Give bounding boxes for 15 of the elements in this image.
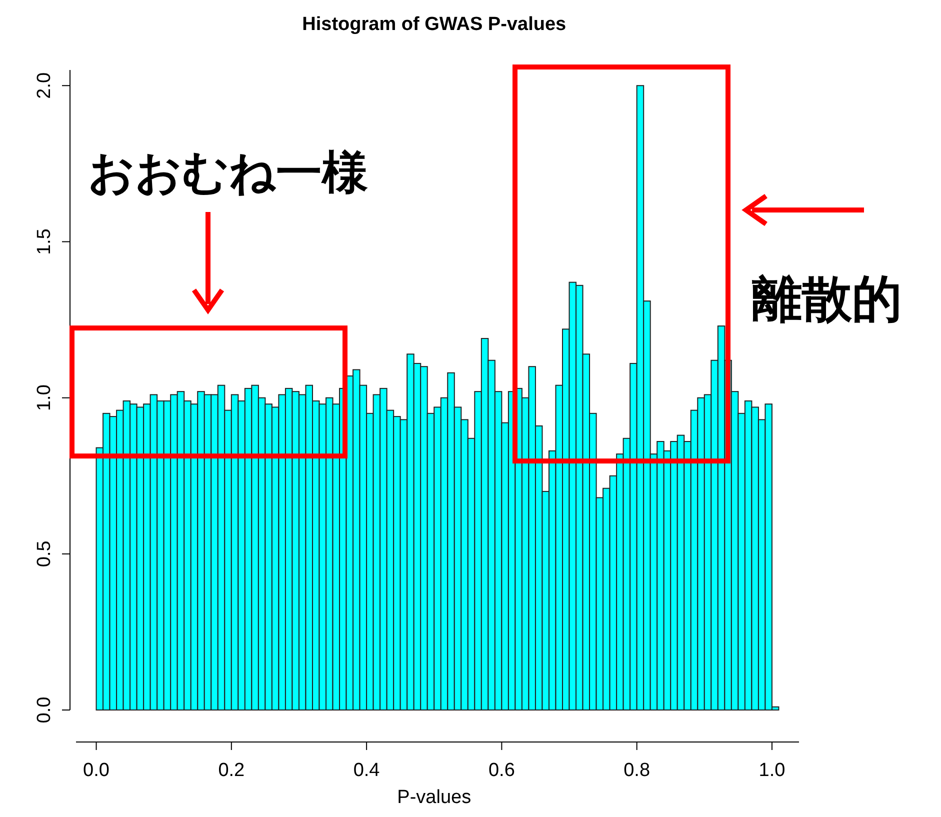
x-tick-label: 1.0 (758, 760, 786, 781)
y-tick-label: 1.5 (34, 228, 55, 255)
x-tick-label: 0.0 (83, 760, 110, 781)
y-tick-label: 0.0 (34, 696, 55, 724)
y-tick-label: 1.0 (34, 384, 55, 412)
x-tick-label: 0.4 (353, 760, 380, 781)
x-tick-label: 0.6 (488, 760, 515, 781)
annotation: おおむね一様 (88, 145, 368, 199)
y-tick-label: 2.0 (34, 72, 55, 99)
y-tick-label: 0.5 (34, 540, 55, 568)
x-tick-label: 0.8 (624, 760, 650, 781)
x-axis-title: P-values (397, 787, 472, 808)
chart-title: Histogram of GWAS P-values (302, 14, 566, 35)
annotation: 離散的 (751, 270, 902, 328)
x-tick-label: 0.2 (218, 760, 245, 781)
